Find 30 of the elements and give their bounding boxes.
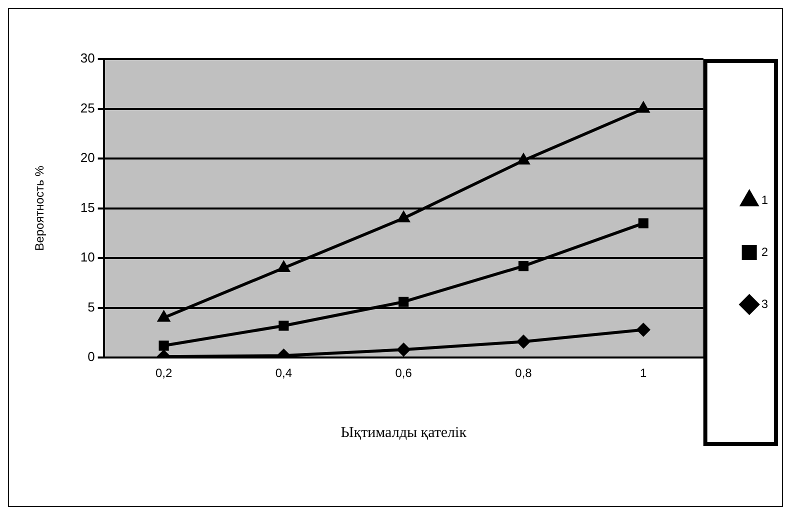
x-tick-label: 0,6 — [395, 366, 412, 380]
point — [398, 212, 410, 222]
point — [638, 218, 648, 228]
y-tick-label: 0 — [88, 349, 95, 364]
legend-label: 1 — [761, 192, 768, 207]
point — [636, 323, 650, 336]
point — [638, 102, 650, 113]
y-tick-label: 5 — [88, 299, 95, 314]
point — [398, 296, 409, 307]
point — [518, 154, 530, 165]
y-tick-label: 10 — [80, 250, 95, 265]
point — [278, 320, 289, 331]
point — [518, 260, 529, 272]
x-tick-label: 1 — [640, 366, 648, 380]
legend-label: 3 — [761, 296, 768, 311]
point — [158, 340, 169, 351]
point — [397, 343, 410, 356]
y-tick-label: 25 — [80, 100, 95, 116]
point — [158, 311, 170, 322]
point — [278, 262, 290, 272]
x-axis-title: Ықтималды қателік — [340, 424, 468, 441]
x-tick-label: 0,2 — [155, 366, 172, 380]
legend-label: 2 — [761, 244, 768, 259]
point — [516, 335, 530, 348]
y-tick-label: 20 — [80, 150, 95, 166]
y-axis-title: Вероятность % — [32, 165, 47, 251]
y-tick-label: 30 — [80, 50, 95, 66]
y-tick-label: 15 — [80, 200, 95, 215]
x-tick-label: 0,4 — [275, 366, 292, 380]
x-tick-label: 0,8 — [515, 366, 532, 380]
